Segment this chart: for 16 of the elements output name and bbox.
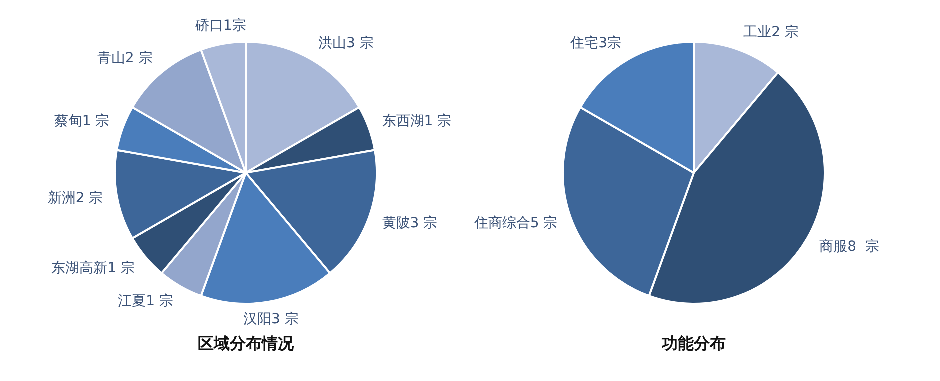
text: 区域分布情况 [197,334,295,355]
slice-label: 东湖高新1 宗 [52,260,135,276]
slice-label: 硚口1宗 [194,18,246,34]
slice-label: 黄陂3 宗 [382,216,438,232]
slice-label: 汉阳3 宗 [244,311,299,328]
slice-label: 东西湖1 宗 [382,114,452,130]
slice-label: 江夏1 宗 [118,294,174,310]
slice-label: 蔡甸1 宗 [54,114,110,130]
slice-label: 住商综合5 宗 [473,216,558,232]
slice-label: 青山2 宗 [97,50,153,66]
slice-label: 新洲2 宗 [48,190,104,207]
slice-label: 商服8 宗 [820,239,880,256]
slice-label: 住宅3宗 [570,36,622,52]
text: 功能分布 [660,334,727,355]
slice-label: 洪山3 宗 [318,36,374,52]
slice-label: 工业2 宗 [744,24,799,41]
